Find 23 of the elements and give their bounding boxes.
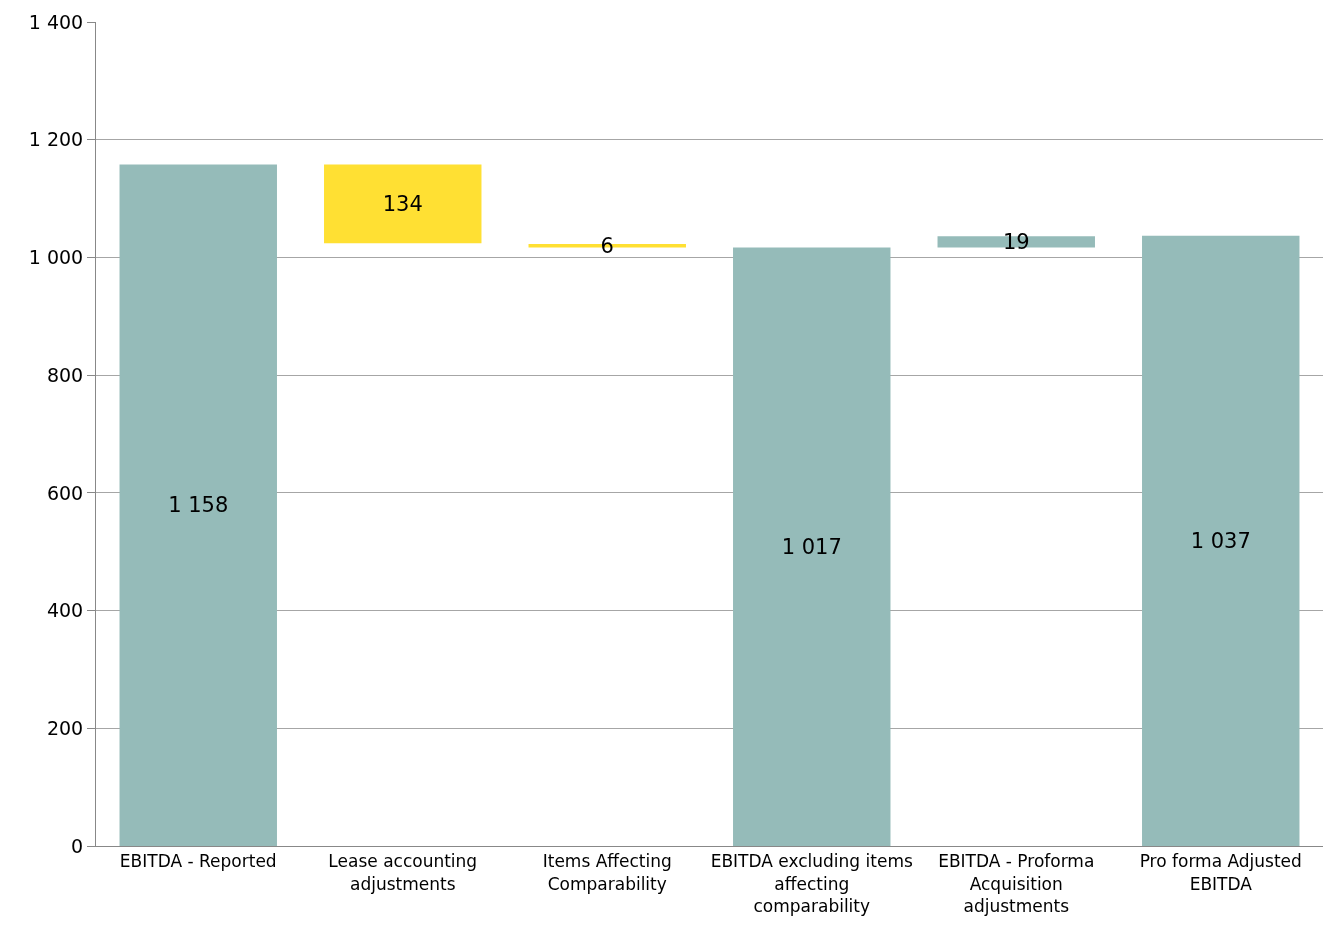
bar	[733, 247, 891, 846]
data-label: 1 017	[781, 534, 842, 559]
y-tick-label: 400	[46, 599, 84, 622]
bar	[1142, 235, 1300, 846]
x-tick-label: EBITDA - Proforma Acquisition adjustments	[938, 851, 1095, 916]
data-label: 1 158	[168, 493, 229, 518]
y-tick-label: 1 200	[28, 128, 84, 151]
y-tick-label: 1 400	[28, 10, 84, 33]
data-label: 19	[1002, 229, 1030, 254]
bar	[324, 164, 482, 244]
y-tick-label: 600	[46, 481, 84, 504]
x-tick-label: Items Affecting Comparability	[542, 851, 672, 894]
x-tick-label: Pro forma Adjusted EBITDA	[1139, 851, 1302, 894]
data-label: 134	[382, 191, 423, 216]
x-tick-label: Lease accounting adjustments	[328, 851, 478, 894]
y-tick-label: 800	[46, 363, 84, 386]
bar	[119, 164, 277, 846]
x-tick-label: EBITDA - Reported	[119, 851, 277, 872]
y-tick-label: 200	[46, 716, 84, 739]
y-tick-label: 1 000	[28, 246, 84, 269]
y-tick-label: 0	[71, 834, 84, 857]
data-label: 1 037	[1190, 528, 1251, 553]
x-tick-label: EBITDA excluding items affecting comparability	[710, 851, 913, 916]
